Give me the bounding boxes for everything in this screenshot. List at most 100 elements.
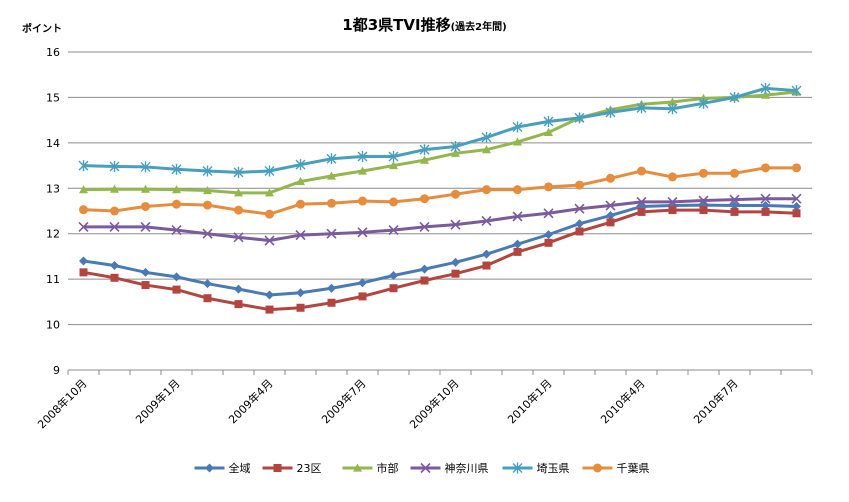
- data-point-marker: [699, 168, 708, 178]
- series-lines: [78, 82, 802, 314]
- data-point-marker: [419, 221, 430, 232]
- series-line: [83, 208, 797, 312]
- data-point-marker: [606, 211, 615, 221]
- data-point-marker: [79, 268, 88, 277]
- data-point-marker: [296, 199, 305, 209]
- data-point-marker: [295, 230, 306, 241]
- data-point-marker: [668, 97, 677, 106]
- data-point-marker: [481, 215, 492, 227]
- legend: 全域 23区 市部 神奈川県 埼玉県 千葉県: [194, 461, 650, 475]
- data-point-marker: [791, 85, 802, 97]
- data-point-marker: [575, 180, 584, 190]
- y-tick-label: 13: [46, 182, 60, 195]
- data-point-marker: [420, 264, 429, 274]
- x-tick-label: 2009年10月: [406, 376, 461, 431]
- data-point-marker: [203, 294, 212, 303]
- data-point-marker: [512, 211, 523, 222]
- y-tick-label: 15: [46, 91, 60, 104]
- data-point-marker: [78, 221, 89, 232]
- data-point-marker: [543, 116, 554, 128]
- x-tick-label: 2009年1月: [132, 376, 182, 426]
- data-point-marker: [388, 150, 399, 162]
- data-point-marker: [79, 185, 88, 194]
- legend-item: 埼玉県: [502, 461, 570, 475]
- series-3: [78, 193, 802, 246]
- data-point-marker: [265, 188, 274, 197]
- series-line: [83, 90, 797, 195]
- chart-subtitle: (過去2年間): [450, 22, 507, 33]
- data-point-marker: [451, 189, 460, 199]
- data-point-marker: [761, 163, 770, 173]
- x-tick-label: 2008年10月: [34, 376, 89, 431]
- data-point-marker: [637, 207, 646, 216]
- data-point-marker: [389, 197, 398, 207]
- data-point-marker: [264, 165, 275, 177]
- x-tick-label: 2010年1月: [504, 376, 554, 426]
- data-point-marker: [482, 185, 491, 195]
- data-point-marker: [544, 238, 553, 247]
- data-point-marker: [512, 121, 523, 133]
- legend-label: 全域: [229, 461, 251, 475]
- data-point-marker: [420, 276, 429, 285]
- data-point-marker: [606, 173, 615, 183]
- series-line: [83, 166, 797, 216]
- data-point-marker: [544, 127, 553, 137]
- data-point-marker: [420, 194, 429, 204]
- data-point-marker: [327, 171, 336, 180]
- data-point-marker: [450, 140, 461, 152]
- data-point-marker: [357, 150, 368, 162]
- data-point-marker: [668, 206, 677, 215]
- y-axis-unit-label: ポイント: [22, 24, 62, 35]
- data-point-marker: [265, 209, 274, 219]
- data-point-marker: [761, 90, 770, 99]
- legend-label: 埼玉県: [537, 461, 570, 475]
- data-point-marker: [109, 221, 120, 232]
- data-point-marker: [265, 305, 274, 314]
- legend-label: 23区: [297, 462, 322, 475]
- data-point-marker: [295, 159, 306, 171]
- data-point-marker: [357, 227, 368, 238]
- data-point-marker: [451, 269, 460, 278]
- data-point-marker: [482, 261, 491, 270]
- chart-title-main: 1都3県TVI推移: [342, 16, 451, 34]
- data-point-marker: [140, 161, 151, 173]
- data-point-marker: [667, 103, 678, 115]
- legend-item: 全域: [194, 461, 251, 475]
- data-point-marker: [109, 160, 120, 172]
- legend-item: 23区: [262, 462, 322, 475]
- series-line: [83, 203, 797, 297]
- data-point-marker: [482, 249, 491, 259]
- data-point-marker: [78, 160, 89, 172]
- data-point-marker: [593, 463, 602, 473]
- legend-item: 千葉県: [582, 461, 650, 475]
- data-point-marker: [636, 196, 647, 207]
- data-point-marker: [730, 207, 739, 216]
- data-point-marker: [605, 200, 616, 211]
- data-point-marker: [575, 227, 584, 236]
- data-point-marker: [358, 196, 367, 206]
- data-point-marker: [668, 172, 677, 182]
- data-point-marker: [205, 463, 214, 473]
- y-tick-label: 11: [46, 273, 60, 286]
- data-point-marker: [760, 193, 771, 204]
- data-point-marker: [544, 230, 553, 240]
- series-line: [83, 86, 797, 174]
- data-point-marker: [513, 247, 522, 256]
- data-point-marker: [450, 219, 461, 230]
- data-point-marker: [699, 206, 708, 215]
- data-point-marker: [353, 463, 362, 472]
- data-point-marker: [264, 235, 275, 246]
- data-point-marker: [171, 225, 182, 236]
- data-point-marker: [234, 300, 243, 309]
- data-point-marker: [760, 82, 771, 94]
- legend-label: 千葉県: [617, 461, 650, 475]
- data-point-marker: [358, 292, 367, 301]
- data-point-marker: [420, 155, 429, 164]
- data-point-marker: [110, 261, 119, 271]
- data-point-marker: [110, 273, 119, 282]
- legend-item: 市部: [342, 461, 399, 475]
- legend-label: 神奈川県: [445, 461, 489, 475]
- data-point-marker: [327, 283, 336, 293]
- data-point-marker: [110, 206, 119, 216]
- data-point-marker: [481, 131, 492, 143]
